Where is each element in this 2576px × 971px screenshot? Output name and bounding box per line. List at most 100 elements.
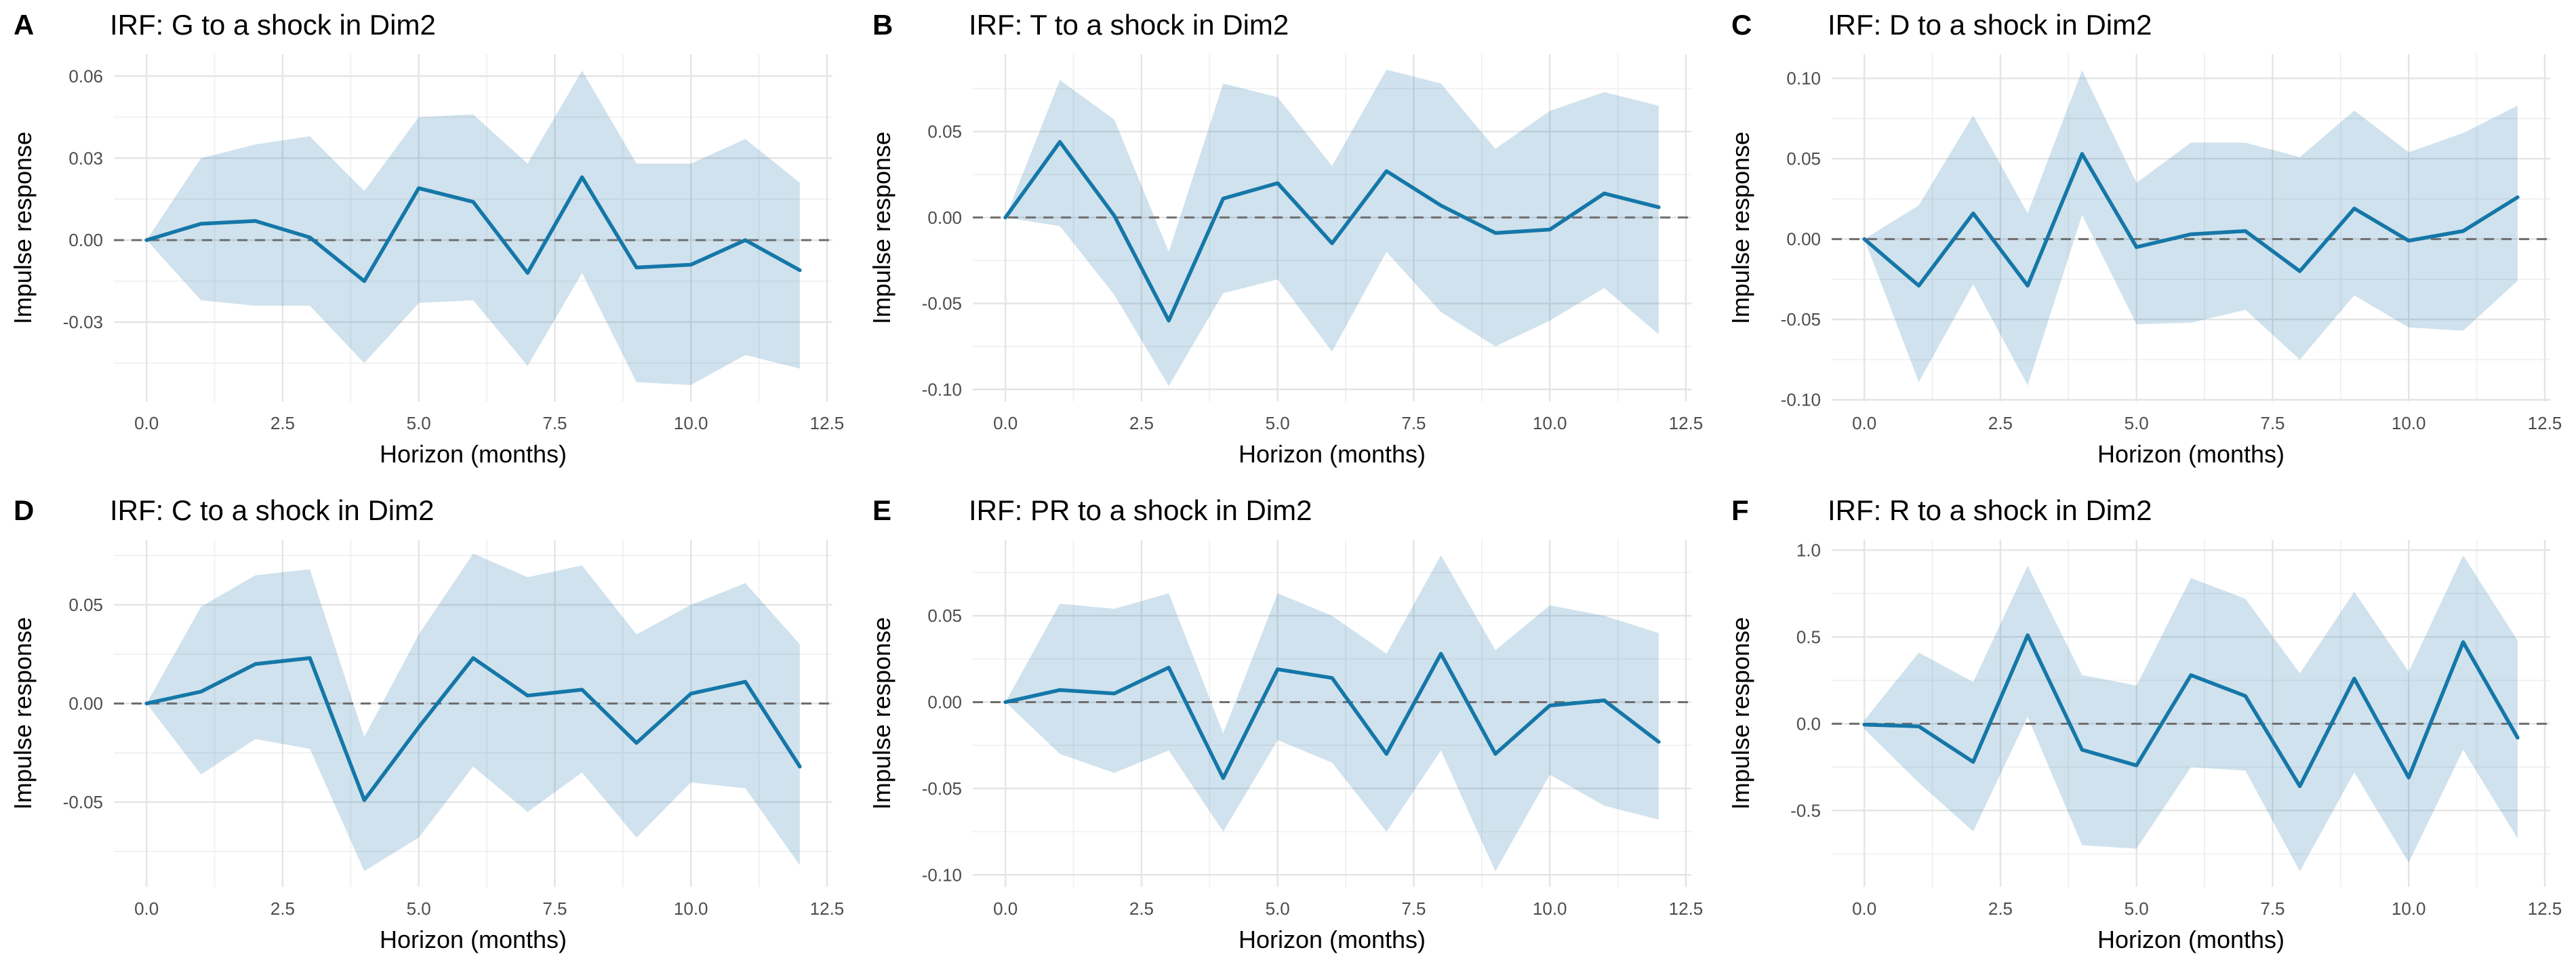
grid-minor [1832, 54, 2550, 401]
panel-d: -0.05 0.00 0.05 0.0 2.5 5.0 7.5 10.0 12.5 D IRF:… [0, 486, 858, 971]
confidence-ribbon [1864, 555, 2518, 871]
x-tick-label: 5.0 [1266, 898, 1290, 919]
x-axis-tick-labels: 0.0 2.5 5.0 7.5 10.0 12.5 [993, 898, 1703, 919]
grid-major [114, 540, 832, 887]
panel-b-letter: B [872, 9, 893, 41]
panel-c-x-axis-title: Horizon (months) [2097, 440, 2285, 468]
x-tick-label: 12.5 [810, 413, 845, 433]
panel-e-x-axis-title: Horizon (months) [1238, 926, 1426, 953]
confidence-ribbon [146, 71, 800, 385]
x-tick-label: 12.5 [810, 898, 845, 919]
grid-minor [1832, 540, 2550, 887]
y-tick-label: 0.00 [68, 230, 103, 250]
panel-d-x-axis-title: Horizon (months) [379, 926, 567, 953]
y-tick-label: -0.10 [1781, 390, 1821, 410]
panel-b: -0.10 -0.05 0.00 0.05 0.0 2.5 5.0 7.5 10.0 12.5 B… [859, 0, 1717, 486]
panel-a-letter: A [14, 9, 35, 41]
panel-e-y-axis-title: Impulse response [868, 616, 895, 810]
y-tick-label: 0.06 [68, 66, 103, 86]
panel-e-title: IRF: PR to a shock in Dim2 [969, 494, 1312, 526]
irf-mean-line [1862, 152, 2520, 288]
x-tick-label: 10.0 [1533, 413, 1567, 433]
y-tick-label: -0.05 [63, 792, 103, 812]
panel-b-plot: -0.10 -0.05 0.00 0.05 0.0 2.5 5.0 7.5 10.0 12.5 [922, 54, 1703, 433]
y-tick-label: -0.03 [63, 312, 103, 332]
y-axis-tick-labels: -0.10 -0.05 0.00 0.05 0.10 [1781, 68, 1821, 410]
x-tick-label: 5.0 [407, 413, 431, 433]
x-tick-label: 10.0 [1533, 898, 1567, 919]
x-tick-label: 5.0 [2125, 413, 2149, 433]
x-tick-label: 10.0 [674, 413, 708, 433]
panel-c-title: IRF: D to a shock in Dim2 [1828, 9, 2152, 41]
panel-b-y-axis-title: Impulse response [868, 131, 895, 325]
x-tick-label: 12.5 [2528, 898, 2562, 919]
panel-d-letter: D [14, 494, 35, 526]
x-tick-label: 7.5 [542, 898, 567, 919]
y-tick-label: -0.05 [1781, 309, 1821, 330]
y-tick-label: -0.10 [922, 865, 962, 885]
y-axis-tick-labels: -0.10 -0.05 0.00 0.05 [922, 606, 962, 885]
irf-mean-line [1003, 652, 1661, 780]
y-tick-label: 0.10 [1786, 68, 1821, 89]
y-axis-tick-labels: -0.03 0.00 0.03 0.06 [63, 66, 103, 332]
x-tick-label: 2.5 [1988, 413, 2013, 433]
x-tick-label: 5.0 [1266, 413, 1290, 433]
x-tick-label: 0.0 [1852, 898, 1876, 919]
y-tick-label: -0.5 [1790, 800, 1821, 820]
y-tick-label: 0.00 [1786, 229, 1821, 250]
x-tick-label: 10.0 [674, 898, 708, 919]
panel-f: -0.5 0.0 0.5 1.0 0.0 2.5 5.0 7.5 10.0 12.5 F IRF:… [1718, 486, 2576, 971]
panel-b-title: IRF: T to a shock in Dim2 [969, 9, 1289, 41]
y-tick-label: 1.0 [1796, 540, 1821, 560]
panel-a: -0.03 0.00 0.03 0.06 0.0 2.5 5.0 7.5 10.0 12.5 A … [0, 0, 858, 486]
panel-c: -0.10 -0.05 0.00 0.05 0.10 0.0 2.5 5.0 7.5 10.0 12… [1718, 0, 2576, 486]
panel-b-x-axis-title: Horizon (months) [1238, 440, 1426, 468]
panel-a-y-axis-title: Impulse response [9, 131, 37, 325]
confidence-ribbon [1005, 555, 1659, 872]
panel-d-y-axis-title: Impulse response [9, 616, 37, 810]
y-axis-tick-labels: -0.05 0.00 0.05 [63, 595, 103, 812]
panel-e: -0.10 -0.05 0.00 0.05 0.0 2.5 5.0 7.5 10.0 12.5 E… [859, 486, 1717, 971]
x-axis-tick-labels: 0.0 2.5 5.0 7.5 10.0 12.5 [134, 898, 844, 919]
panel-a-x-axis-title: Horizon (months) [379, 440, 567, 468]
x-tick-label: 10.0 [2392, 898, 2426, 919]
y-tick-label: 0.00 [927, 692, 962, 713]
y-tick-label: 0.05 [927, 606, 962, 626]
panel-a-plot: -0.03 0.00 0.03 0.06 0.0 2.5 5.0 7.5 10.0 12.5 [63, 54, 844, 433]
x-tick-label: 0.0 [993, 898, 1018, 919]
x-tick-label: 5.0 [2125, 898, 2149, 919]
y-tick-label: 0.5 [1796, 627, 1821, 647]
x-tick-label: 7.5 [1401, 898, 1426, 919]
y-tick-label: -0.05 [922, 778, 962, 799]
x-tick-label: 2.5 [1129, 413, 1154, 433]
y-tick-label: 0.00 [927, 207, 962, 228]
y-tick-label: -0.05 [922, 294, 962, 314]
x-axis-tick-labels: 0.0 2.5 5.0 7.5 10.0 12.5 [134, 413, 844, 433]
y-tick-label: 0.03 [68, 148, 103, 168]
y-tick-label: -0.10 [922, 379, 962, 399]
irf-mean-line [1003, 140, 1661, 323]
y-tick-label: 0.05 [927, 121, 962, 142]
y-tick-label: 0.05 [1786, 148, 1821, 169]
irf-mean-line [144, 656, 802, 802]
irf-mean-line [144, 175, 802, 283]
x-axis-tick-labels: 0.0 2.5 5.0 7.5 10.0 12.5 [993, 413, 1703, 433]
y-axis-tick-labels: -0.5 0.0 0.5 1.0 [1790, 540, 1821, 820]
panel-f-letter: F [1731, 494, 1749, 526]
panel-e-letter: E [872, 494, 892, 526]
grid-minor [114, 540, 832, 887]
irf-mean-line [1862, 633, 2520, 789]
panel-f-plot: -0.5 0.0 0.5 1.0 0.0 2.5 5.0 7.5 10.0 12.5 [1790, 540, 2562, 919]
x-tick-label: 2.5 [270, 413, 295, 433]
panel-d-title: IRF: C to a shock in Dim2 [110, 494, 435, 526]
panel-a-title: IRF: G to a shock in Dim2 [110, 9, 436, 41]
x-tick-label: 0.0 [134, 413, 159, 433]
y-tick-label: 0.05 [68, 595, 103, 615]
x-tick-label: 12.5 [1669, 413, 1704, 433]
x-tick-label: 10.0 [2392, 413, 2426, 433]
panel-e-plot: -0.10 -0.05 0.00 0.05 0.0 2.5 5.0 7.5 10.0 12.5 [922, 540, 1703, 919]
x-tick-label: 2.5 [1129, 898, 1154, 919]
panel-f-y-axis-title: Impulse response [1727, 616, 1754, 810]
x-tick-label: 2.5 [270, 898, 295, 919]
